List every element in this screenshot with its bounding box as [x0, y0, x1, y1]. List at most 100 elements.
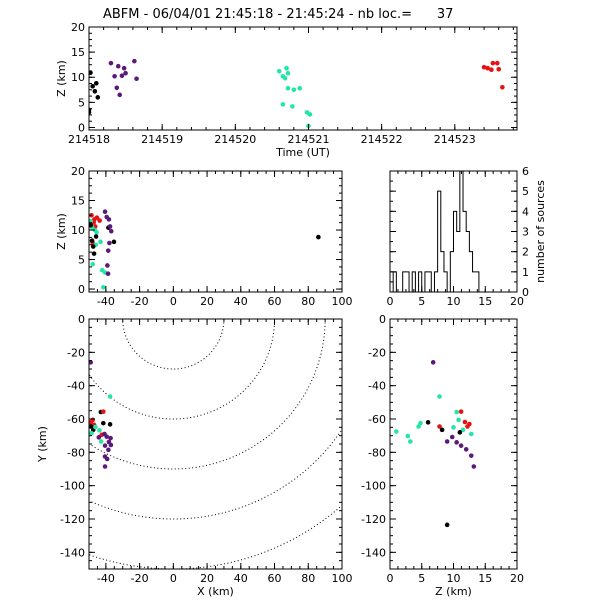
x-tick-label: -40 — [97, 572, 115, 585]
histogram-bar — [454, 211, 457, 292]
data-point-black — [457, 430, 463, 435]
y-axis-label: Y (km) — [36, 426, 49, 463]
data-point-cyan — [307, 112, 313, 117]
data-point-cyan — [282, 75, 288, 81]
plot-frame — [88, 318, 343, 570]
y-tick-label: 0 — [78, 283, 85, 296]
y-tick-label: -140 — [361, 546, 386, 559]
panel-plan-view: -40 -20 0 20 40 60 80 100 -140 -120 -100 -80 -60 -40 -… — [36, 313, 353, 598]
y-tick-label: 0 — [78, 313, 85, 326]
data-point-purple — [102, 464, 108, 469]
data-point-cyan — [291, 87, 297, 93]
data-point-purple — [108, 442, 114, 448]
x-tick-label: 0 — [170, 572, 177, 585]
x-tick-label: 214519 — [141, 133, 183, 146]
data-point-cyan — [437, 394, 442, 399]
y-tick-label: -100 — [361, 480, 386, 493]
plot-area — [89, 319, 342, 569]
histogram-bar — [473, 272, 476, 292]
y-tick-label: -80 — [67, 446, 85, 459]
x-tick-label: 214521 — [287, 133, 329, 146]
data-point-purple — [449, 434, 455, 440]
data-point-black — [90, 83, 95, 89]
x-tick-label: 5 — [418, 295, 425, 308]
y-tick-label: 3 — [522, 226, 529, 239]
data-point-purple — [105, 271, 111, 277]
histogram-bar — [450, 252, 453, 292]
y-tick-label: 6 — [522, 165, 529, 178]
data-point-purple — [458, 443, 464, 448]
data-point-purple — [89, 360, 93, 365]
y-tick-label: 4 — [522, 205, 529, 218]
histogram-bar — [457, 232, 460, 293]
x-tick-label: 20 — [510, 572, 524, 585]
data-point-red — [89, 420, 93, 425]
y-tick-label: -20 — [368, 346, 386, 359]
data-point-red — [481, 64, 487, 70]
histogram-bar — [466, 232, 469, 293]
data-point-purple — [107, 224, 113, 229]
y-tick-label: 0 — [379, 313, 386, 326]
data-point-cyan — [418, 420, 423, 426]
histogram-bar — [428, 272, 431, 292]
histogram-bar — [441, 252, 444, 292]
data-point-black — [89, 223, 93, 228]
data-point-red — [458, 409, 464, 414]
x-tick-label: 20 — [200, 572, 214, 585]
histogram-bar — [393, 272, 396, 292]
y-tick-label: -60 — [368, 413, 386, 426]
data-point-cyan — [98, 239, 103, 245]
y-tick-label: 5 — [78, 96, 85, 109]
data-point-black — [89, 70, 93, 76]
data-point-cyan — [456, 417, 461, 423]
chart-title: ABFM - 06/04/01 21:45:18 - 21:45:24 - nb… — [103, 7, 453, 22]
data-point-purple — [107, 240, 112, 246]
plot-area — [394, 360, 477, 528]
x-tick-label: 5 — [418, 572, 425, 585]
data-point-cyan — [454, 409, 459, 415]
x-tick-label: 60 — [268, 295, 282, 308]
plot-area — [89, 209, 321, 290]
data-point-cyan — [94, 230, 99, 235]
data-point-cyan — [405, 433, 411, 439]
y-tick-label: -120 — [60, 513, 85, 526]
x-tick-label: 20 — [510, 295, 524, 308]
data-point-purple — [96, 435, 102, 440]
x-tick-label: 15 — [478, 572, 492, 585]
histogram-bar — [403, 272, 406, 292]
x-tick-label: 100 — [332, 295, 353, 308]
data-point-cyan — [460, 427, 466, 433]
data-point-red — [494, 60, 500, 66]
plot-frame — [88, 26, 518, 131]
data-point-black — [101, 420, 106, 426]
y-tick-label: 2 — [522, 246, 529, 259]
data-point-cyan — [408, 439, 413, 444]
data-point-cyan — [280, 102, 286, 107]
data-point-black — [425, 420, 431, 425]
y-tick-label: -100 — [60, 480, 85, 493]
range-ring-120km — [89, 428, 342, 520]
data-point-red — [94, 215, 100, 220]
data-point-purple — [108, 228, 114, 234]
range-ring-60km — [89, 319, 276, 420]
data-point-purple — [444, 439, 450, 444]
y-tick-label: -60 — [67, 413, 85, 426]
y-tick-label: -140 — [60, 546, 85, 559]
data-point-red — [485, 65, 491, 71]
data-point-black — [89, 238, 95, 243]
x-tick-label: 214522 — [361, 133, 403, 146]
data-point-purple — [106, 447, 111, 453]
histogram-outline — [390, 171, 486, 292]
data-point-black — [91, 251, 97, 256]
data-point-cyan — [107, 394, 113, 399]
y-tick-label: 20 — [71, 21, 85, 34]
x-tick-label: 40 — [234, 572, 248, 585]
y-tick-label: 10 — [71, 71, 85, 84]
data-point-red — [97, 218, 102, 223]
histogram-bar — [476, 272, 479, 292]
data-point-red — [101, 409, 106, 414]
x-tick-label: 80 — [301, 295, 315, 308]
data-point-black — [95, 95, 101, 100]
